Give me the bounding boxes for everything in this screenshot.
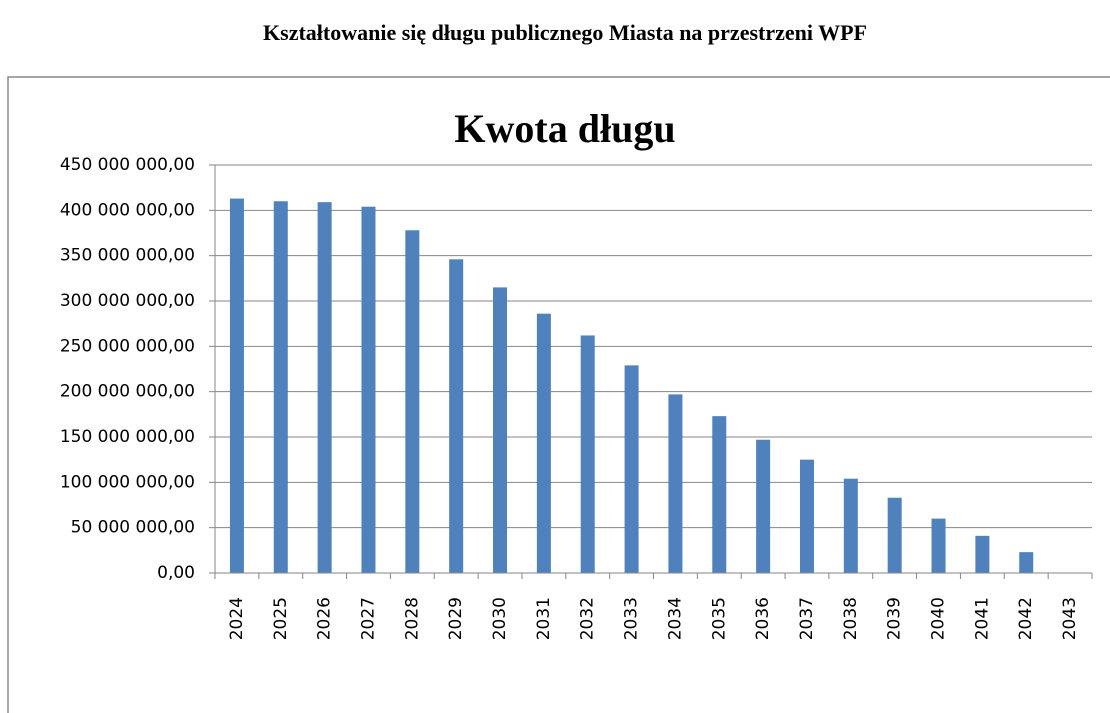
bar (493, 287, 508, 573)
y-tick-label: 200 000 000,00 (60, 382, 195, 402)
bar (843, 478, 858, 573)
x-tick-label: 2027 (358, 597, 378, 640)
x-tick-label: 2035 (709, 597, 729, 640)
bar (799, 459, 814, 573)
bar (449, 259, 464, 573)
bar (712, 416, 727, 573)
x-tick-label: 2037 (797, 597, 817, 640)
bar (405, 230, 420, 573)
x-tick-label: 2028 (402, 597, 422, 640)
y-tick-label: 100 000 000,00 (60, 472, 195, 492)
bar (756, 439, 771, 573)
bar (229, 198, 244, 573)
x-tick-label: 2030 (490, 597, 510, 640)
bar (317, 202, 332, 573)
chart-border (7, 76, 1110, 713)
x-tick-label: 2025 (271, 597, 291, 640)
y-tick-label: 50 000 000,00 (71, 518, 195, 538)
bar (624, 365, 639, 573)
x-tick-label: 2032 (578, 597, 598, 640)
x-tick-label: 2024 (227, 597, 247, 640)
y-tick-label: 400 000 000,00 (60, 200, 195, 220)
x-tick-label: 2036 (753, 597, 773, 640)
x-tick-label: 2039 (885, 597, 905, 640)
x-tick-label: 2026 (315, 597, 335, 640)
x-tick-label: 2040 (929, 597, 949, 640)
bar (887, 497, 902, 573)
y-tick-label: 450 000 000,00 (60, 155, 195, 175)
y-tick-label: 300 000 000,00 (60, 291, 195, 311)
x-tick-label: 2038 (841, 597, 861, 640)
bar (975, 535, 990, 573)
bar (536, 313, 551, 573)
bar (668, 394, 683, 573)
bar (361, 206, 376, 573)
bar (931, 518, 946, 573)
bar (273, 201, 288, 573)
x-tick-label: 2042 (1016, 597, 1036, 640)
x-tick-label: 2029 (446, 597, 466, 640)
bar (580, 335, 595, 573)
y-tick-label: 350 000 000,00 (60, 246, 195, 266)
y-tick-label: 0,00 (157, 563, 195, 583)
x-tick-label: 2041 (972, 597, 992, 640)
chart-title: Kwota długu (454, 106, 675, 151)
x-tick-label: 2043 (1060, 597, 1080, 640)
y-tick-label: 250 000 000,00 (60, 336, 195, 356)
page-heading: Kształtowanie się długu publicznego Mias… (263, 20, 867, 45)
y-tick-label: 150 000 000,00 (60, 427, 195, 447)
x-tick-label: 2033 (622, 597, 642, 640)
x-tick-label: 2034 (665, 597, 685, 640)
x-tick-label: 2031 (534, 597, 554, 640)
bar (1019, 552, 1034, 573)
